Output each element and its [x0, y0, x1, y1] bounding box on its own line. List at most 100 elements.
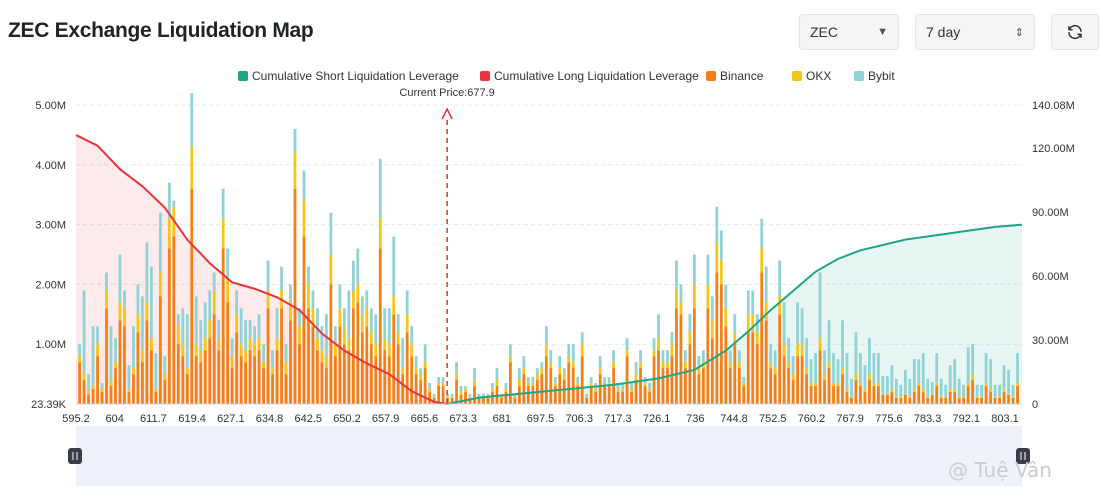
x-tick-label: 657.9 — [372, 413, 400, 425]
bar-bybit — [163, 356, 167, 375]
bar-binance — [486, 398, 490, 404]
bar-binance — [280, 308, 283, 404]
bar-bybit — [908, 378, 912, 397]
bar-okx — [100, 389, 104, 393]
bar-okx — [634, 374, 638, 381]
bar-bybit — [1002, 365, 1006, 390]
bar-binance — [553, 386, 557, 404]
bar-binance — [791, 380, 795, 404]
x-tick-label: 604 — [106, 413, 124, 425]
bar-binance — [917, 386, 921, 404]
bar-okx — [957, 396, 961, 399]
refresh-icon — [1068, 24, 1082, 40]
bar-bybit — [423, 344, 427, 363]
bar-bybit — [921, 353, 925, 390]
coin-select[interactable]: ZEC ▼ — [799, 14, 899, 50]
bar-okx — [737, 362, 741, 369]
x-tick-label: 665.6 — [411, 413, 439, 425]
bar-okx — [899, 396, 903, 399]
bar-binance — [338, 326, 342, 404]
bar-okx — [746, 314, 750, 333]
bar-okx — [190, 146, 194, 189]
bar-binance — [823, 380, 826, 404]
bar-okx — [625, 350, 629, 357]
zoom-handle-left[interactable] — [68, 448, 82, 464]
bar-bybit — [607, 377, 611, 384]
zoom-handle-right[interactable] — [1016, 448, 1030, 464]
y-right-tick-label: 0 — [1032, 399, 1038, 411]
bar-binance — [105, 308, 108, 404]
bar-binance — [881, 395, 885, 404]
bar-bybit — [150, 266, 153, 339]
bar-bybit — [760, 218, 764, 249]
bar-binance — [625, 356, 629, 404]
bar-bybit — [917, 359, 921, 384]
bar-binance — [630, 392, 633, 404]
bar-binance — [648, 392, 651, 404]
bar-okx — [859, 383, 862, 387]
bar-okx — [517, 380, 521, 387]
bar-binance — [890, 392, 894, 404]
bar-okx — [769, 362, 773, 369]
y-left-tick-label: 2.00M — [35, 279, 66, 291]
bar-bybit — [419, 368, 423, 375]
bar-okx — [594, 389, 598, 393]
bar-okx — [383, 338, 387, 351]
bar-okx — [890, 389, 894, 393]
range-select[interactable]: 7 day ⇕ — [915, 14, 1035, 50]
legend-swatch — [792, 71, 802, 81]
legend-swatch — [854, 71, 864, 81]
bar-okx — [944, 396, 948, 399]
bar-okx — [289, 302, 292, 321]
bar-okx — [728, 362, 732, 369]
bar-binance — [154, 392, 158, 404]
bar-binance — [127, 392, 131, 404]
legend-label: Cumulative Short Liquidation Leverage — [252, 69, 459, 83]
bar-bybit — [132, 326, 135, 369]
bar-bybit — [697, 356, 701, 369]
y-left-tick-label: 23.39K — [31, 399, 67, 411]
bar-okx — [881, 393, 885, 396]
bar-binance — [392, 314, 396, 404]
bar-binance — [939, 398, 943, 404]
bar-okx — [176, 326, 180, 345]
bar-binance — [684, 368, 687, 404]
bar-bybit — [401, 338, 405, 369]
bar-okx — [221, 218, 225, 249]
bar-binance — [975, 398, 979, 404]
bar-bybit — [199, 320, 203, 351]
bar-bybit — [935, 353, 939, 384]
bar-okx — [360, 314, 364, 333]
bar-okx — [984, 383, 988, 387]
refresh-button[interactable] — [1051, 14, 1099, 50]
bar-okx — [163, 374, 167, 381]
bar-binance — [257, 350, 261, 404]
bar-bybit — [248, 320, 252, 339]
bar-binance — [244, 362, 248, 404]
bar-bybit — [356, 248, 360, 285]
bar-okx — [369, 332, 373, 345]
bar-binance — [903, 395, 907, 404]
bar-bybit — [859, 353, 862, 384]
bar-bybit — [724, 284, 728, 309]
current-price-arrow — [441, 107, 453, 120]
bar-bybit — [298, 308, 301, 327]
bar-bybit — [782, 302, 786, 345]
bar-okx — [473, 380, 476, 387]
bar-binance — [226, 302, 230, 404]
bar-binance — [513, 398, 517, 404]
bar-okx — [872, 383, 876, 387]
bar-okx — [589, 383, 593, 387]
bar-okx — [535, 374, 539, 381]
bar-binance — [333, 356, 337, 404]
bar-okx — [832, 383, 835, 387]
bar-okx — [800, 344, 804, 357]
bar-okx — [338, 308, 342, 327]
bar-okx — [553, 383, 557, 387]
x-tick-label: 611.7 — [140, 413, 167, 425]
bar-binance — [482, 398, 485, 404]
y-left-tick-label: 4.00M — [35, 160, 66, 172]
bar-binance — [697, 374, 701, 404]
bar-bybit — [446, 393, 449, 397]
bar-bybit — [473, 368, 476, 381]
